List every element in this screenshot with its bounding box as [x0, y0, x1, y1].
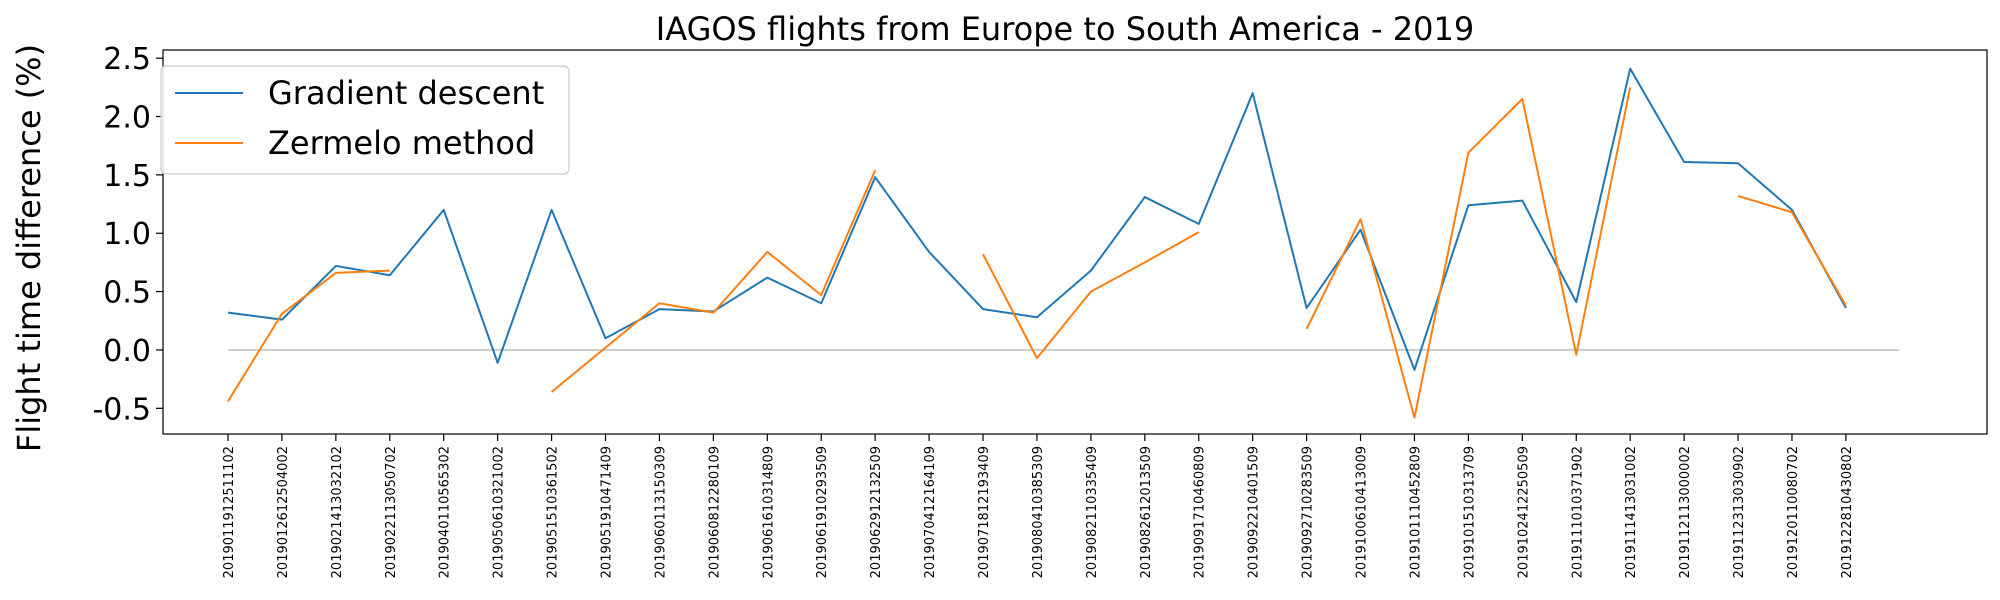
- series-line-segment: [227, 269, 390, 402]
- x-tick-label: 2019070412164109: [923, 446, 938, 578]
- x-tick-label: 2019060812280109: [707, 446, 722, 578]
- x-tick-label: 2019011912511102: [222, 446, 237, 578]
- x-tick-label: 2019112313030902: [1732, 446, 1747, 578]
- x-tick-label: 2019120110080702: [1786, 446, 1801, 578]
- x-tick-label: 2019111413031002: [1624, 446, 1639, 578]
- y-axis-ticks: -0.5 0.0 0.5 1.0 1.5 2.0 2.5: [92, 42, 163, 427]
- y-tick-label: 2.0: [103, 101, 151, 136]
- plot-area: [162, 49, 1988, 435]
- x-tick-label: 2019082612013509: [1139, 446, 1154, 578]
- series-lines: [227, 67, 1847, 419]
- legend-label-zermelo-method: Zermelo method: [268, 124, 535, 162]
- x-tick-label: 2019092210401509: [1247, 446, 1262, 578]
- x-tick-label: 2019040110565302: [438, 446, 453, 578]
- series-line-segment: [982, 231, 1200, 360]
- x-tick-label: 2019061610314809: [761, 446, 776, 578]
- x-tick-label: 2019092710283509: [1301, 446, 1316, 578]
- x-tick-label: 2019101110452809: [1408, 446, 1423, 578]
- x-tick-label: 2019102412250509: [1516, 446, 1531, 578]
- x-tick-label: 2019050610321002: [492, 446, 507, 578]
- y-tick-label: 0.0: [103, 334, 151, 369]
- legend-box: [160, 65, 570, 175]
- x-tick-label: 2019022113050702: [384, 446, 399, 578]
- legend: Gradient descent Zermelo method: [160, 65, 570, 175]
- x-tick-label: 2019101510313709: [1462, 446, 1477, 578]
- x-tick-label: 2019051910471409: [600, 446, 615, 578]
- x-tick-label: 2019082110335409: [1085, 446, 1100, 578]
- series-line-segment: [1305, 87, 1632, 419]
- y-axis-label: Flight time difference (%): [10, 44, 48, 452]
- x-tick-label: 2019051510361502: [546, 446, 561, 578]
- x-tick-label: 2019061910293509: [815, 446, 830, 578]
- x-axis-ticks: 2019011912511102 2019012612504002 20190214…: [222, 434, 1855, 578]
- legend-label-gradient-descent: Gradient descent: [268, 74, 544, 112]
- series-line-segment: [1737, 194, 1847, 307]
- x-tick-label: 2019091710460809: [1193, 446, 1208, 578]
- y-tick-label: 1.5: [103, 159, 151, 194]
- y-tick-label: 0.5: [103, 276, 151, 311]
- x-tick-label: 2019122810430802: [1840, 446, 1855, 578]
- series-gradient-descent: [227, 67, 1847, 371]
- x-tick-label: 2019111010371902: [1570, 446, 1585, 578]
- series-zermelo-method: [227, 87, 1847, 419]
- y-tick-label: 2.5: [103, 42, 151, 77]
- x-tick-label: 2019012612504002: [276, 446, 291, 578]
- x-tick-label: 2019071812193409: [977, 446, 992, 578]
- series-line-segment: [550, 169, 877, 393]
- y-tick-label: 1.0: [103, 217, 151, 252]
- x-tick-label: 2019060113150309: [653, 446, 668, 578]
- y-tick-label: -0.5: [92, 392, 151, 427]
- x-tick-label: 2019080410385309: [1031, 446, 1046, 578]
- series-line-segment: [227, 67, 1847, 371]
- chart-title: IAGOS flights from Europe to South Ameri…: [656, 10, 1474, 48]
- x-tick-label: 2019062912132509: [869, 446, 884, 578]
- x-tick-label: 2019021413032102: [330, 446, 345, 578]
- x-tick-label: 2019112113000002: [1678, 446, 1693, 578]
- x-tick-label: 2019100610413009: [1355, 446, 1370, 578]
